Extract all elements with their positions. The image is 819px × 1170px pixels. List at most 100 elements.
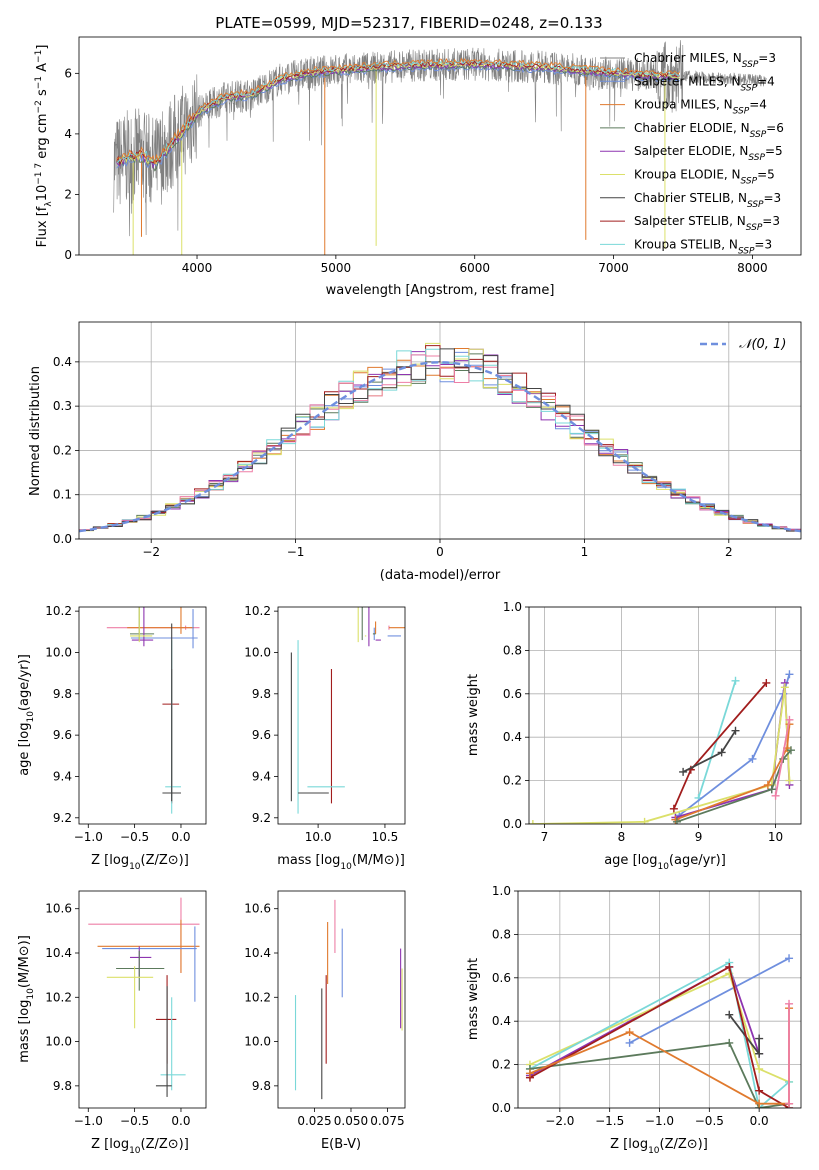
spectrum-data-line <box>113 40 767 237</box>
plot-area <box>88 897 200 1097</box>
y-tick-label: 0.2 <box>53 443 72 457</box>
axes-mass_vs_ebv: 0.025 0.050 0.075 9.8 10.0 10.2 10.4 10.6 <box>244 890 406 1128</box>
weight-marker <box>672 817 681 824</box>
y-tick-label: 0.0 <box>503 817 522 831</box>
plot-area <box>113 40 767 255</box>
y-tick-label: 9.2 <box>53 811 72 825</box>
weight-series-line <box>529 972 790 1083</box>
weight-marker <box>785 715 794 724</box>
weight-marker <box>748 754 757 763</box>
spectrum-model-line <box>116 59 680 166</box>
x-tick-label: −0.5 <box>120 1114 149 1128</box>
y-tick-label: 9.4 <box>53 769 72 783</box>
x-tick-label: −0.5 <box>695 1114 724 1128</box>
weight-marker <box>763 780 772 789</box>
y-axis-label: mass weight <box>466 674 481 756</box>
x-tick-label: 4000 <box>182 261 213 275</box>
x-tick-label: 10.0 <box>305 830 332 844</box>
y-tick-label: 0 <box>64 248 72 262</box>
weight-marker <box>767 785 776 794</box>
y-tick-label: 0.8 <box>503 643 522 657</box>
weight-series-line <box>675 724 791 821</box>
axes-frame <box>78 890 207 1109</box>
weight-marker <box>725 962 734 971</box>
y-tick-label: 6 <box>64 66 72 80</box>
x-axis-label: (data-model)/error <box>380 568 501 583</box>
x-tick-label: 10.5 <box>372 830 399 844</box>
x-tick-label: −1.0 <box>74 830 103 844</box>
weight-series-line <box>529 965 790 1108</box>
plot-area <box>79 342 801 533</box>
axes-mass_vs_Z: −1.0 −0.5 0.0 9.8 10.0 10.2 10.4 10.6 <box>45 890 207 1128</box>
y-tick-label: 0.2 <box>492 1058 511 1072</box>
y-tick-label: 4 <box>64 127 72 141</box>
x-tick-label: 6000 <box>459 261 490 275</box>
weight-marker <box>640 817 649 824</box>
weight-series-line <box>629 957 790 1044</box>
histogram-step <box>79 348 801 532</box>
y-tick-label: 10.4 <box>45 946 72 960</box>
x-tick-label: 0.075 <box>370 1114 404 1128</box>
y-axis-label: age [log10(age/yr)] <box>17 654 36 776</box>
x-axis-label: Z [log10(Z/Z⊙)] <box>91 1137 189 1156</box>
weight-marker <box>785 670 794 679</box>
axes-frame <box>277 606 406 825</box>
x-tick-label: −2 <box>142 545 160 559</box>
x-tick-label: 9 <box>695 830 703 844</box>
x-tick-label: 7 <box>541 830 549 844</box>
y-tick-label: 9.8 <box>53 1079 72 1093</box>
y-tick-label: 10.2 <box>45 604 72 618</box>
x-axis-label: Z [log10(Z/Z⊙)] <box>610 1137 708 1156</box>
weight-marker <box>731 676 740 685</box>
y-tick-label: 9.8 <box>252 1079 271 1093</box>
x-axis-label: age [log10(age/yr)] <box>604 853 726 872</box>
x-tick-label: 0.025 <box>297 1114 331 1128</box>
axes-weight_vs_Z: −2.0 −1.5 −1.0 −0.5 0.0 0.0 0.2 0.4 0.6 0.8 1.0 <box>492 884 802 1128</box>
y-tick-label: 10.6 <box>45 902 72 916</box>
plot-area <box>529 670 795 824</box>
weight-marker <box>529 820 537 824</box>
weight-marker <box>785 999 794 1008</box>
weight-marker <box>755 1049 764 1058</box>
x-tick-label: −1.0 <box>645 1114 674 1128</box>
x-axis-label: mass [log10(M/M⊙)] <box>277 853 405 872</box>
x-tick-label: −2.0 <box>545 1114 574 1128</box>
normal-curve <box>79 361 801 533</box>
y-tick-label: 0.0 <box>53 532 72 546</box>
y-tick-label: 9.6 <box>53 728 72 742</box>
weight-marker <box>755 1099 764 1108</box>
axes-age_vs_mass: 10.0 10.5 9.2 9.4 9.6 9.8 10.0 10.2 <box>244 604 406 844</box>
axes-residuals: −2 −1 0 1 2 0.0 0.1 0.2 0.3 0.4 <box>53 321 802 559</box>
weight-marker <box>669 804 678 813</box>
axes-spectrum: 4000 5000 6000 7000 8000 0 2 4 6 <box>64 36 802 275</box>
y-tick-label: 0.2 <box>503 774 522 788</box>
legend-entry: 𝒩(0, 1) <box>739 337 786 352</box>
y-axis-label: Flux [fλ10−1 7 erg cm−2 s−1 A−1] <box>34 45 54 248</box>
x-tick-label: 0.050 <box>334 1114 368 1128</box>
y-axis-label: mass [log10(M/M⊙)] <box>17 935 36 1063</box>
y-tick-label: 0.3 <box>53 399 72 413</box>
legend-entry: Salpeter ELODIE, NSSP=5 <box>634 144 783 163</box>
weight-marker <box>780 683 789 692</box>
x-tick-label: 7000 <box>598 261 629 275</box>
y-tick-label: 10.2 <box>244 604 271 618</box>
legend-entry: Kroupa STELIB, NSSP=3 <box>634 237 772 256</box>
plot-area <box>294 899 403 1100</box>
y-tick-label: 10.2 <box>45 990 72 1004</box>
plot-area <box>525 954 794 1108</box>
weight-marker <box>625 1028 634 1037</box>
axes-frame <box>78 36 802 256</box>
y-tick-label: 1.0 <box>492 884 511 898</box>
weight-marker <box>771 791 780 800</box>
y-tick-label: 0.1 <box>53 488 72 502</box>
weight-marker <box>525 1069 534 1078</box>
weight-marker <box>785 954 794 963</box>
legend-entry: Chabrier MILES, NSSP=3 <box>634 51 776 70</box>
x-tick-label: 10 <box>768 830 783 844</box>
x-tick-label: −1 <box>287 545 305 559</box>
plot-area <box>290 607 405 814</box>
x-tick-label: 2 <box>725 545 733 559</box>
x-tick-label: −0.5 <box>120 830 149 844</box>
legend-entry: Kroupa MILES, NSSP=4 <box>634 98 767 117</box>
